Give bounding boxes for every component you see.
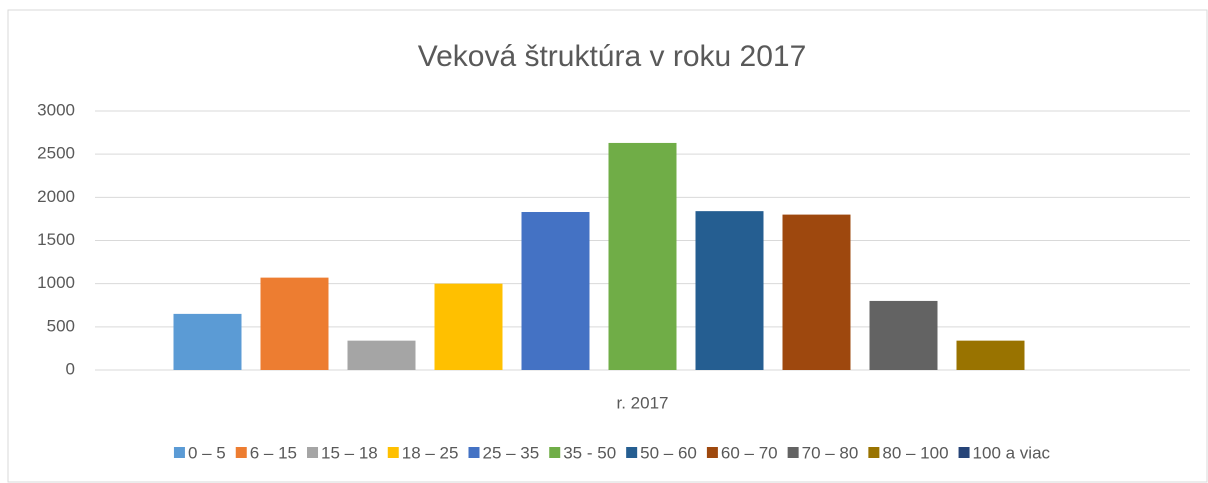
y-tick-label: 2500 [37, 144, 75, 163]
bar [695, 211, 764, 370]
legend-label: 100 a viac [973, 443, 1051, 462]
bar [347, 340, 416, 370]
bar [434, 283, 503, 370]
bar [173, 313, 242, 370]
legend-swatch [787, 447, 799, 458]
bar [956, 340, 1025, 370]
legend-label: 6 – 15 [250, 443, 297, 462]
legend-label: 0 – 5 [188, 443, 226, 462]
chart-border [7, 9, 1208, 483]
y-tick-label: 0 [66, 359, 75, 378]
legend-label: 25 – 35 [482, 443, 539, 462]
legend-label: 18 – 25 [402, 443, 459, 462]
legend-label: 60 – 70 [721, 443, 778, 462]
legend-swatch [468, 447, 480, 458]
legend-swatch [235, 447, 247, 458]
legend-swatch [387, 447, 399, 458]
x-tick-label: r. 2017 [617, 393, 669, 412]
chart-title: Veková štruktúra v roku 2017 [418, 40, 807, 73]
bar [260, 277, 329, 370]
legend-swatch [958, 447, 970, 458]
legend-swatch [706, 447, 718, 458]
legend-label: 35 - 50 [563, 443, 616, 462]
legend-swatch [549, 447, 561, 458]
legend-label: 80 – 100 [882, 443, 948, 462]
bar [782, 214, 851, 370]
bar [521, 212, 590, 370]
bar [608, 142, 677, 370]
y-tick-label: 2000 [37, 187, 75, 206]
legend-swatch [173, 447, 185, 458]
legend-swatch [307, 447, 319, 458]
legend-swatch [626, 447, 638, 458]
legend-label: 50 – 60 [640, 443, 697, 462]
bar [869, 300, 938, 370]
legend-label: 15 – 18 [321, 443, 378, 462]
y-tick-label: 500 [47, 316, 75, 335]
y-tick-label: 3000 [37, 100, 75, 119]
y-tick-label: 1500 [37, 230, 75, 249]
legend-label: 70 – 80 [802, 443, 859, 462]
legend-swatch [868, 447, 880, 458]
y-tick-label: 1000 [37, 273, 75, 292]
